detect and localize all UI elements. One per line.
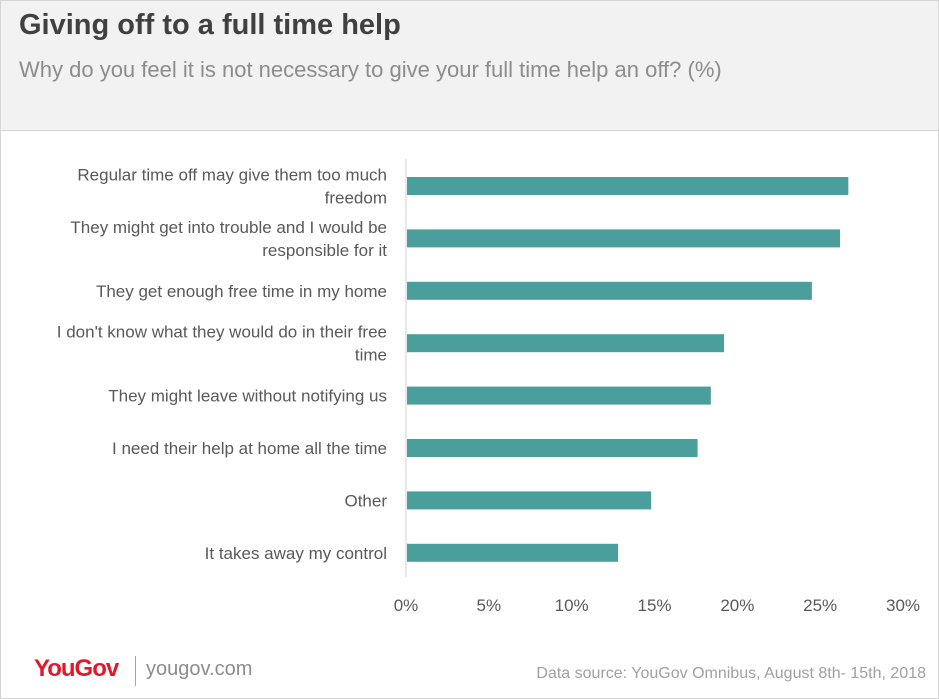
data-source-note: Data source: YouGov Omnibus, August 8th-… bbox=[536, 665, 926, 682]
x-tick-label: 10% bbox=[555, 596, 589, 615]
category-label: It takes away my control bbox=[205, 544, 387, 563]
category-label-line: They get enough free time in my home bbox=[96, 282, 387, 301]
bar bbox=[407, 439, 698, 457]
category-label-line: Regular time off may give them too much bbox=[77, 166, 387, 185]
category-label-line: They might get into trouble and I would … bbox=[70, 218, 387, 237]
category-label: They might get into trouble and I would … bbox=[70, 218, 387, 260]
chart-subtitle: Why do you feel it is not necessary to g… bbox=[19, 57, 722, 82]
category-label: Regular time off may give them too much f… bbox=[77, 166, 387, 208]
category-label-line: time bbox=[355, 346, 387, 365]
category-label-line: responsible for it bbox=[262, 241, 387, 260]
category-label: I need their help at home all the time bbox=[112, 439, 387, 458]
bar bbox=[407, 177, 849, 195]
x-tick-label: 0% bbox=[394, 596, 419, 615]
bar-chart: Regular time off may give them too much f… bbox=[57, 159, 920, 615]
x-tick-label: 5% bbox=[477, 596, 502, 615]
category-label-line: They might leave without notifying us bbox=[108, 387, 387, 406]
category-label: They might leave without notifying us bbox=[108, 387, 387, 406]
x-tick-label: 25% bbox=[803, 596, 837, 615]
category-label-line: freedom bbox=[325, 189, 387, 208]
bar bbox=[407, 386, 711, 405]
category-label-line: I don't know what they would do in their… bbox=[57, 323, 387, 342]
category-label-line: Other bbox=[344, 491, 387, 510]
yougov-logo: YouGov bbox=[34, 655, 119, 682]
category-label: Other bbox=[344, 491, 387, 510]
category-label: They get enough free time in my home bbox=[96, 282, 387, 301]
chart-title: Giving off to a full time help bbox=[19, 9, 401, 41]
bar bbox=[407, 334, 725, 353]
x-tick-label: 30% bbox=[886, 596, 920, 615]
bar bbox=[407, 491, 652, 510]
bar bbox=[407, 281, 812, 300]
bar bbox=[407, 229, 841, 248]
footer-divider bbox=[135, 656, 136, 686]
x-tick-label: 15% bbox=[637, 596, 671, 615]
category-label-line: I need their help at home all the time bbox=[112, 439, 387, 458]
x-tick-label: 20% bbox=[720, 596, 754, 615]
bar bbox=[407, 543, 619, 562]
category-label: I don't know what they would do in their… bbox=[57, 323, 387, 365]
footer-url: yougov.com bbox=[146, 658, 253, 680]
chart-header: Giving off to a full time help Why do yo… bbox=[1, 1, 938, 131]
category-label-line: It takes away my control bbox=[205, 544, 387, 563]
